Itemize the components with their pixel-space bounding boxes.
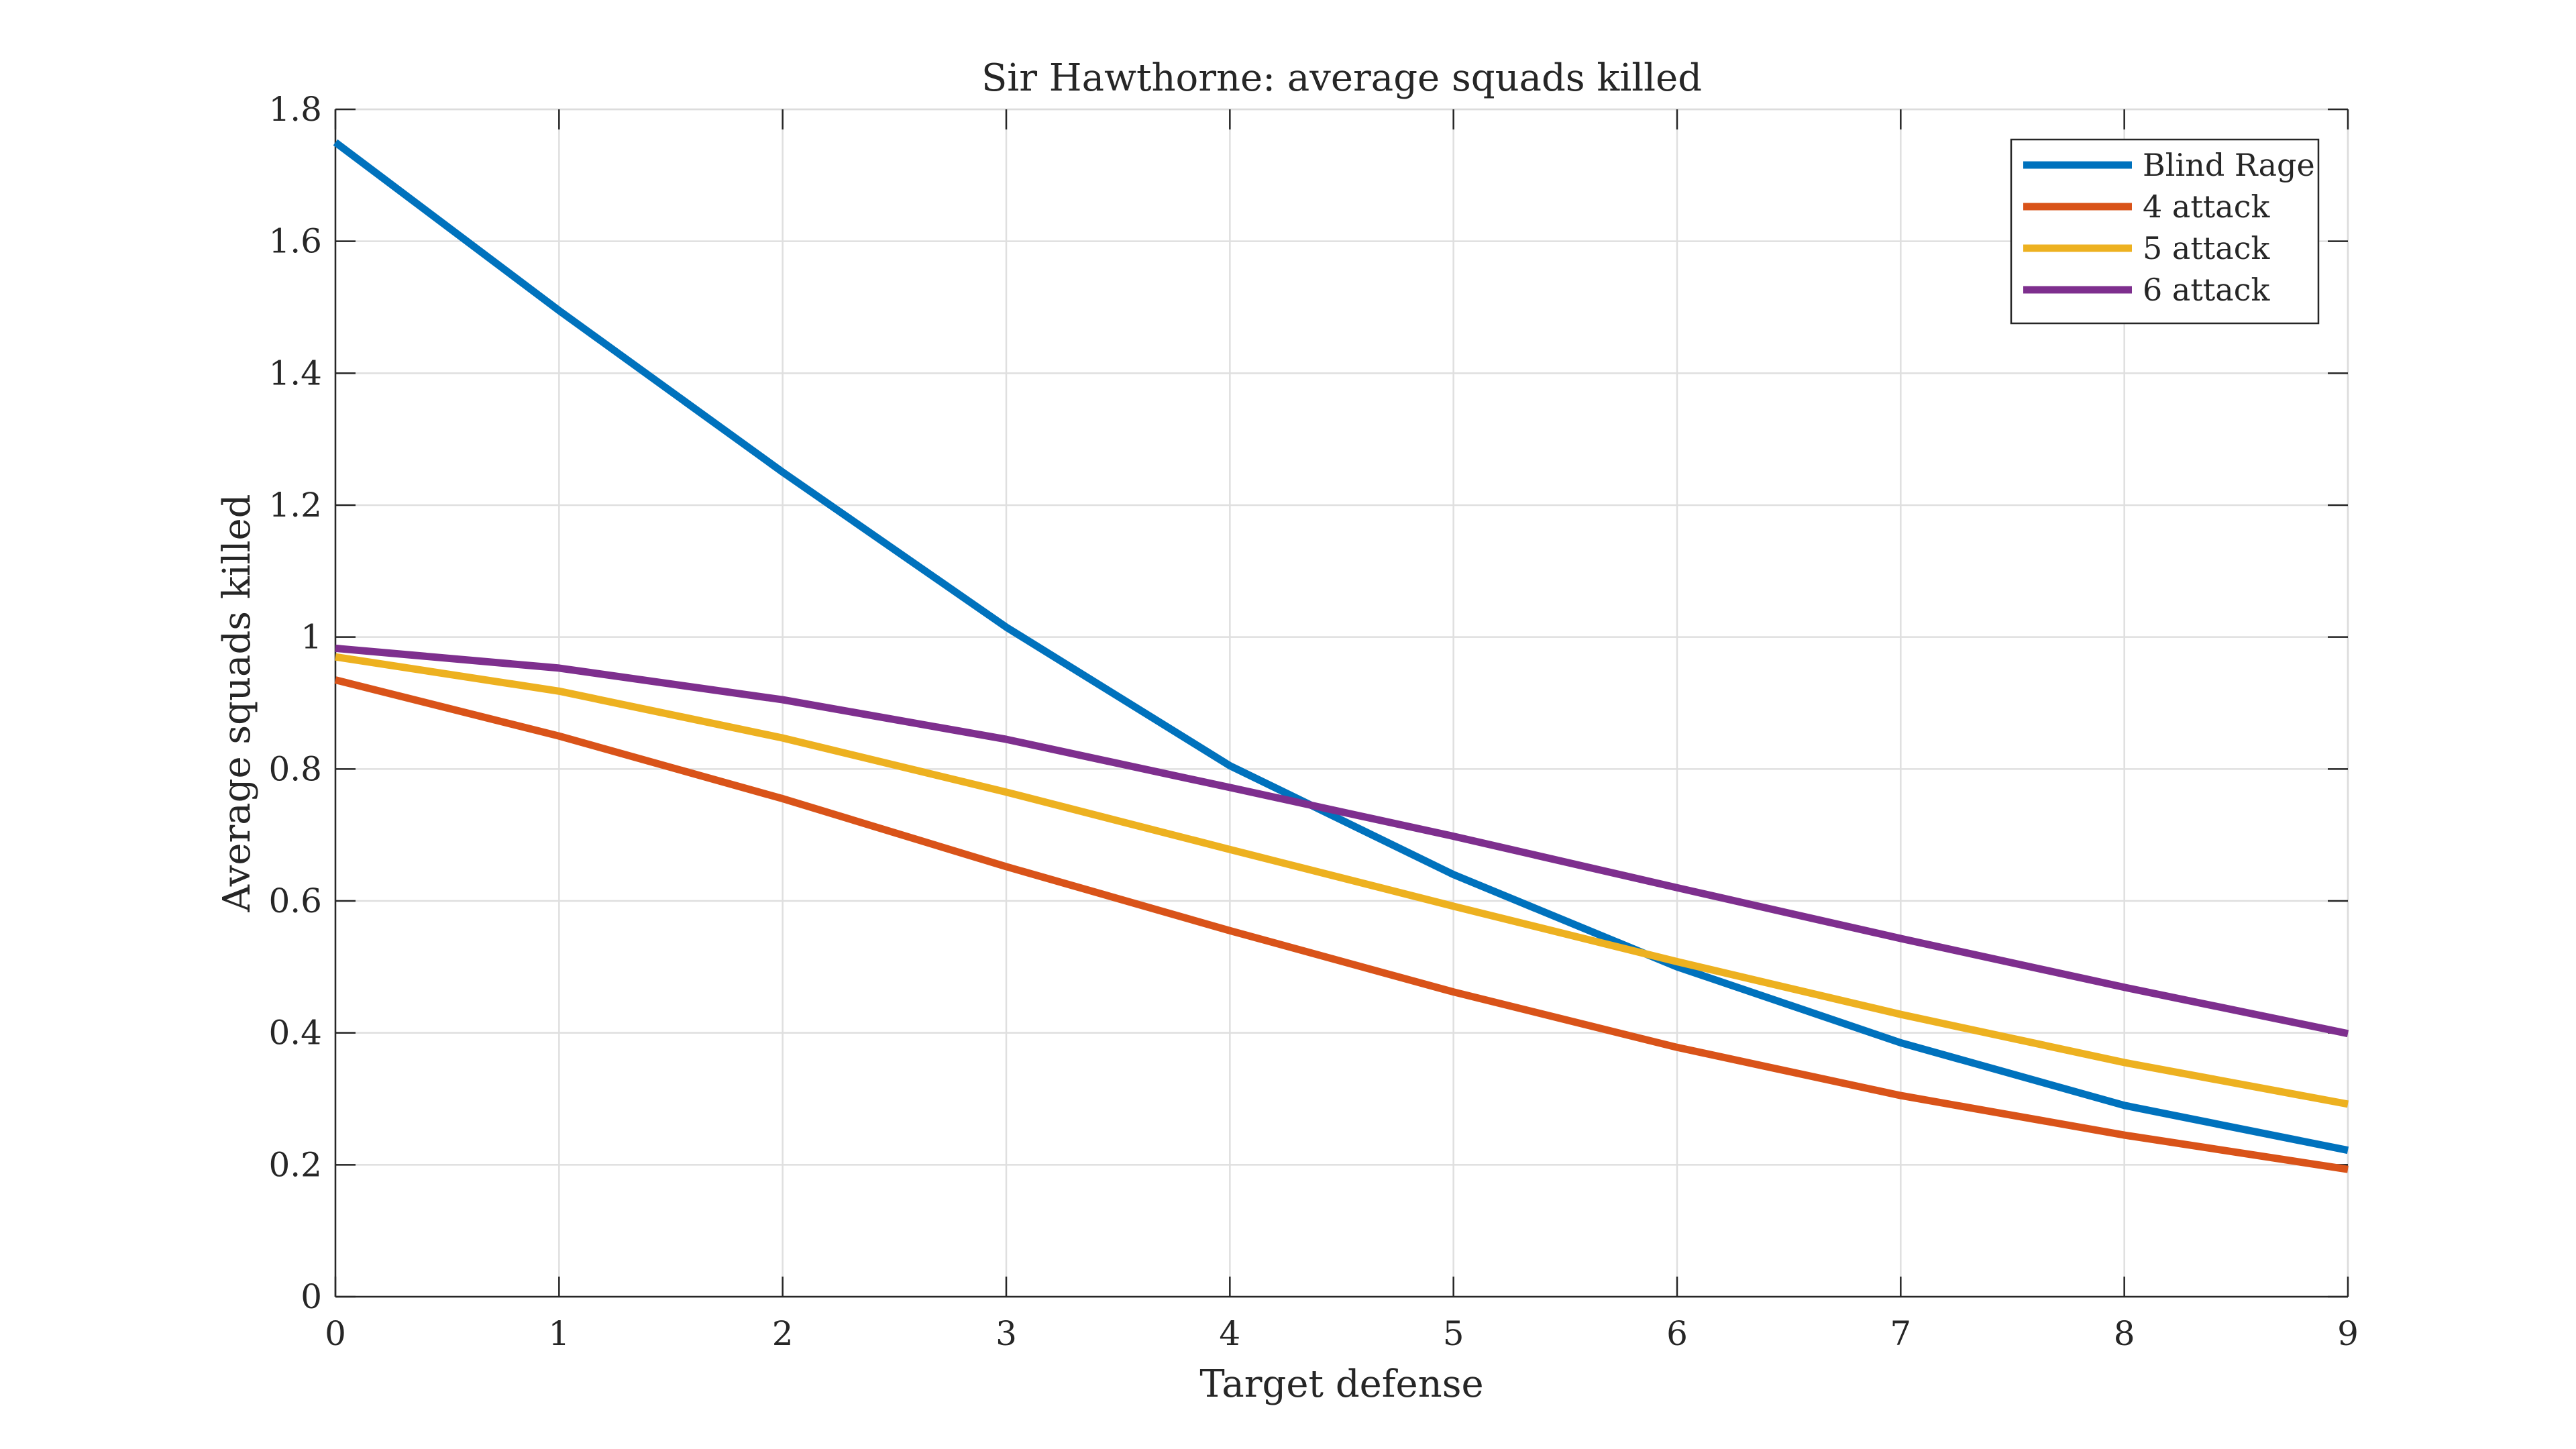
y-tick-label: 1.4 [268, 354, 322, 392]
legend: Blind Rage 4 attack 5 attack 6 attack [2010, 138, 2320, 325]
y-tick-label: 0.8 [268, 749, 322, 788]
y-tick-label: 0.4 [268, 1014, 322, 1053]
y-tick-label: 1 [301, 618, 322, 657]
legend-label-blind-rage: Blind Rage [2143, 147, 2315, 183]
y-tick-label: 0.2 [268, 1145, 322, 1184]
x-tick-label: 7 [1890, 1314, 1911, 1353]
x-tick-label: 0 [325, 1314, 346, 1353]
series-line-blind-rage [333, 139, 2349, 1155]
x-tick-label: 2 [772, 1314, 794, 1353]
tick-labels: 0 1 2 3 4 5 6 7 8 9 0 0.2 0.4 0.6 0.8 1 1.2 1.4 1.6 1.8 [268, 90, 2358, 1353]
x-tick-label: 3 [996, 1314, 1017, 1353]
y-tick-label: 1.6 [268, 222, 322, 261]
series-line-6-attack [335, 644, 2349, 1038]
y-tick-label: 0 [301, 1277, 322, 1316]
legend-label-5-attack: 5 attack [2143, 230, 2270, 266]
legend-label-4-attack: 4 attack [2143, 189, 2270, 225]
x-tick-label: 6 [1666, 1314, 1688, 1353]
series-line-5-attack [335, 653, 2349, 1108]
x-tick-label: 5 [1443, 1314, 1464, 1353]
y-tick-label: 1.2 [268, 486, 322, 525]
y-tick-label: 0.6 [268, 881, 322, 920]
x-tick-label: 1 [548, 1314, 570, 1353]
legend-label-6-attack: 6 attack [2143, 272, 2270, 308]
series-line-4-attack [334, 676, 2349, 1173]
axis-ticks [334, 108, 2349, 1298]
x-tick-label: 8 [2114, 1314, 2135, 1353]
plot-box [334, 108, 2349, 1298]
series-lines [333, 139, 2349, 1173]
x-tick-label: 4 [1219, 1314, 1240, 1353]
chart-title: Sir Hawthorne: average squads killed [981, 56, 1702, 100]
y-axis-title: Average squads killed [215, 494, 259, 913]
y-tick-label: 1.8 [268, 90, 322, 129]
x-axis-title: Target defense [1199, 1362, 1483, 1406]
x-tick-label: 9 [2337, 1314, 2359, 1353]
